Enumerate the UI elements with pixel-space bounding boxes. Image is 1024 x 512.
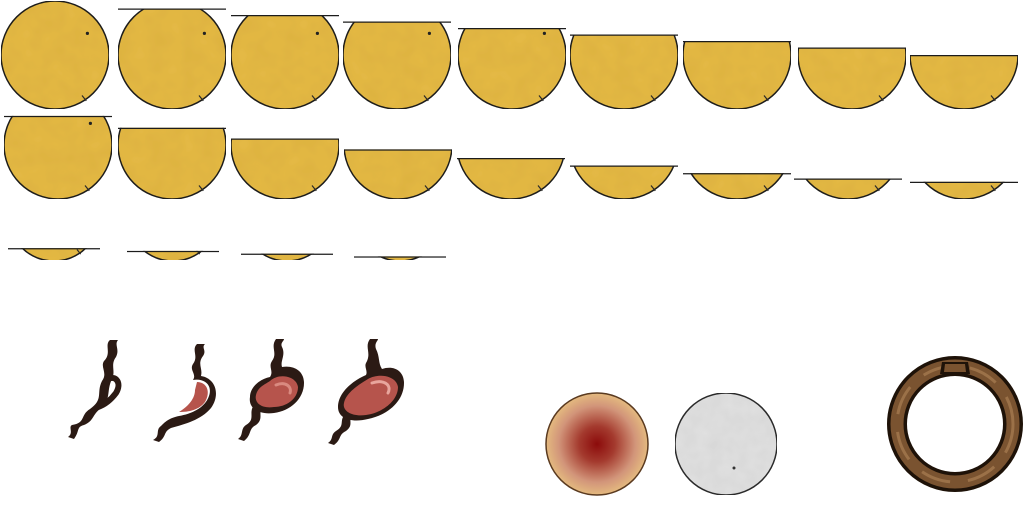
fill-frame-12 xyxy=(230,138,340,200)
fill-frame-19 xyxy=(8,248,100,260)
fill-frame-10 xyxy=(3,115,113,200)
fill-frame-14 xyxy=(457,157,565,200)
stomach-full-icon xyxy=(328,339,404,445)
grey-paper-badge-background xyxy=(674,392,778,496)
fill-frame-13 xyxy=(343,149,453,200)
fill-frame-2 xyxy=(117,8,227,110)
red-glow-badge-background xyxy=(545,392,649,496)
stomach-empty-icon xyxy=(68,340,122,439)
fill-frame-16 xyxy=(683,173,791,200)
fill-frame-20 xyxy=(127,250,219,260)
fill-frame-21 xyxy=(241,253,333,260)
fill-frame-11 xyxy=(117,127,227,200)
stomach-low-icon xyxy=(153,344,216,442)
fill-frame-22 xyxy=(354,256,446,260)
fill-frame-3 xyxy=(230,15,340,110)
fill-frame-4 xyxy=(342,21,452,110)
fill-frame-18 xyxy=(910,181,1018,200)
stomach-medium-icon xyxy=(238,339,304,441)
fill-frame-7 xyxy=(682,40,792,110)
frame-ring xyxy=(887,356,1023,492)
fill-frame-6 xyxy=(569,34,679,110)
fill-frame-17 xyxy=(794,178,902,200)
fill-frame-8 xyxy=(797,47,907,110)
fill-frame-15 xyxy=(570,165,678,200)
fill-frame-9 xyxy=(909,55,1019,110)
fill-frame-1 xyxy=(0,1,110,110)
fill-frame-5 xyxy=(457,28,567,110)
hunger-meter-fill-frames xyxy=(0,1,1019,260)
